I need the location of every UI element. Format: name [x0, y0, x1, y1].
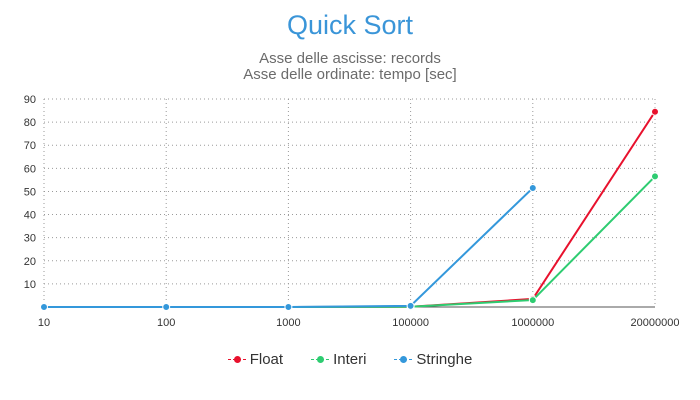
- legend-label-stringhe: Stringhe: [416, 351, 473, 368]
- y-tick-label: 60: [24, 163, 36, 175]
- legend-swatch-interi: [311, 354, 330, 366]
- y-tick-label: 20: [24, 256, 36, 268]
- data-point-interi[interactable]: [651, 172, 659, 181]
- tick-labels: 10 20 30 40 50 60 70 80 90 10 100 1000 100000 1000000…: [24, 94, 680, 329]
- x-tick-label: 10: [38, 317, 50, 329]
- legend-label-interi: Interi: [333, 351, 367, 368]
- data-point-stringhe[interactable]: [284, 303, 293, 311]
- series-lines: [40, 107, 659, 311]
- axes: [43, 99, 655, 308]
- series-line-interi: [44, 175, 656, 308]
- chart-subtitle-line-2: Asse delle ordinate: tempo [sec]: [243, 66, 457, 83]
- y-tick-label: 30: [24, 233, 36, 245]
- x-tick-label: 1000000: [511, 317, 554, 329]
- y-tick-label: 10: [24, 279, 36, 291]
- x-tick-label: 20000000: [631, 317, 680, 329]
- legend-item-interi[interactable]: Interi: [311, 351, 366, 368]
- chart-subtitle-line-1: Asse delle ascisse: records: [259, 50, 441, 67]
- legend-swatch-float: [227, 354, 246, 366]
- y-tick-label: 50: [24, 186, 36, 198]
- legend-swatch-stringhe: [394, 354, 413, 366]
- x-tick-label: 100: [157, 317, 175, 329]
- y-tick-label: 90: [24, 94, 36, 106]
- data-point-stringhe[interactable]: [162, 303, 171, 311]
- data-point-stringhe[interactable]: [528, 183, 537, 192]
- data-point-stringhe[interactable]: [40, 303, 48, 311]
- x-tick-label: 1000: [276, 317, 300, 329]
- legend-item-stringhe[interactable]: Stringhe: [394, 351, 472, 368]
- chart-title: Quick Sort: [286, 10, 414, 40]
- y-tick-label: 40: [24, 210, 36, 222]
- y-tick-label: 70: [24, 140, 36, 152]
- grid-lines: [44, 98, 656, 307]
- data-point-interi[interactable]: [528, 296, 537, 305]
- legend: Float Interi Stringhe: [0, 351, 700, 368]
- series-line-float: [44, 111, 656, 308]
- x-tick-label: 100000: [392, 317, 429, 329]
- legend-item-float[interactable]: Float: [227, 351, 284, 368]
- y-tick-label: 80: [24, 117, 36, 129]
- data-point-stringhe[interactable]: [406, 301, 415, 310]
- data-point-float[interactable]: [651, 107, 659, 116]
- legend-label-float: Float: [249, 351, 284, 368]
